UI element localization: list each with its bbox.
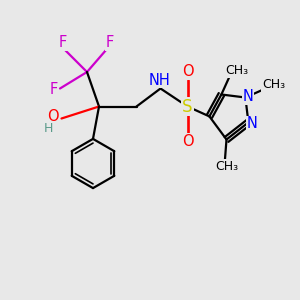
Text: F: F — [59, 35, 67, 50]
Text: F: F — [49, 82, 58, 98]
Text: NH: NH — [148, 73, 170, 88]
Text: S: S — [182, 98, 193, 116]
Text: CH₃: CH₃ — [215, 160, 238, 173]
Text: N: N — [247, 116, 257, 131]
Text: CH₃: CH₃ — [262, 78, 285, 92]
Text: N: N — [242, 89, 253, 104]
Text: F: F — [105, 35, 114, 50]
Text: H: H — [43, 122, 53, 135]
Text: O: O — [182, 134, 193, 148]
Text: O: O — [47, 109, 59, 124]
Text: O: O — [182, 64, 193, 80]
Text: CH₃: CH₃ — [225, 64, 248, 77]
